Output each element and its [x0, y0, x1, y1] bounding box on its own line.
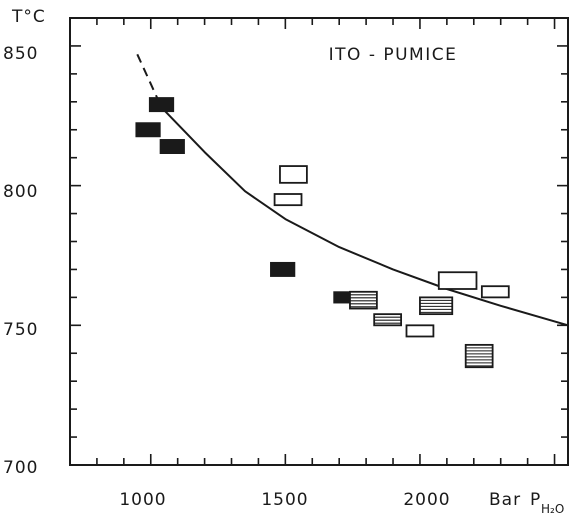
- y-tick-label-700: 700: [3, 458, 38, 478]
- data-point-filled: [159, 139, 185, 154]
- data-point-open: [405, 324, 435, 338]
- y-tick-label-850: 850: [3, 44, 38, 64]
- data-marks: [135, 97, 510, 369]
- x-tick-label-1500: 1500: [261, 490, 308, 510]
- data-point-filled: [270, 261, 296, 277]
- data-point-open: [437, 271, 478, 290]
- data-point-hatched: [464, 343, 494, 369]
- hatched-box: [349, 290, 378, 310]
- trend-curve: [136, 53, 569, 327]
- x-axis-quantity: P: [530, 490, 540, 510]
- x-axis-subscript: H₂O: [541, 502, 564, 516]
- y-axis-label: T°C: [11, 7, 46, 27]
- data-point-hatched: [373, 313, 403, 327]
- trend-curve-solid: [160, 106, 569, 327]
- x-tick-labels: 1000 1500 2000: [119, 490, 450, 510]
- y-tick-label-750: 750: [3, 320, 38, 340]
- plot-border: [69, 17, 569, 466]
- data-point-open: [279, 165, 308, 184]
- x-tick-label-1000: 1000: [119, 490, 166, 510]
- y-tick-labels: 700 750 800 850: [3, 44, 38, 478]
- chart-title: ITO - PUMICE: [329, 45, 458, 65]
- x-tick-label-2000: 2000: [403, 490, 450, 510]
- x-axis-label: Bar P H₂O: [489, 490, 564, 516]
- data-point-filled: [135, 122, 161, 138]
- data-point-hatched: [349, 290, 378, 310]
- hatched-box: [419, 296, 454, 316]
- data-point-open: [273, 193, 303, 207]
- data-point-filled: [148, 97, 175, 113]
- x-axis-unit: Bar: [489, 490, 521, 510]
- data-point-hatched: [419, 296, 454, 316]
- plot-frame: [69, 17, 569, 466]
- axis-ticks: [70, 18, 568, 465]
- y-tick-label-800: 800: [3, 182, 38, 202]
- data-point-open: [480, 285, 510, 299]
